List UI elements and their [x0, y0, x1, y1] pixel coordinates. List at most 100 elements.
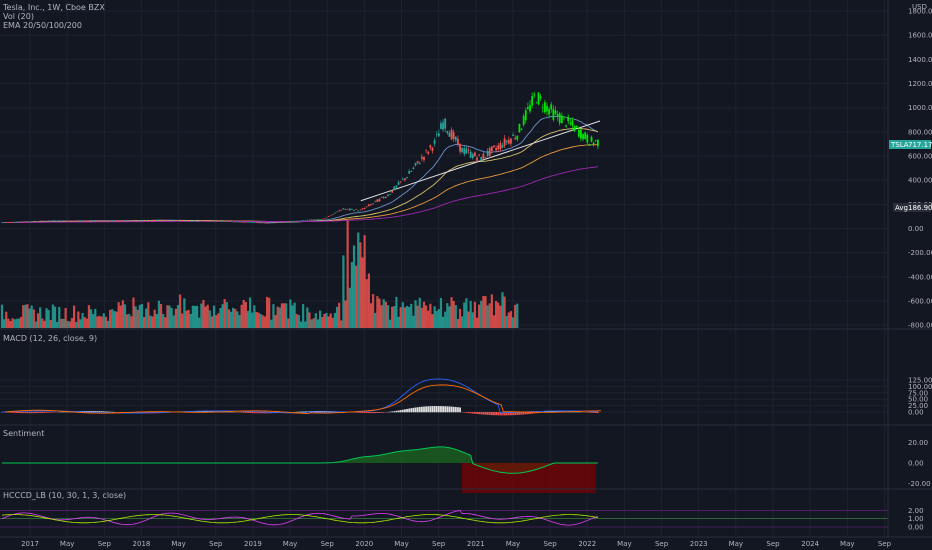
volume-bar — [179, 294, 182, 328]
candle-body — [370, 204, 372, 206]
candle-body — [416, 161, 419, 163]
candle-body — [495, 148, 497, 151]
sentiment-axis: 20.00 0.00 -20.00 — [908, 439, 931, 488]
candle-body — [476, 157, 478, 162]
volume-bar — [363, 235, 366, 328]
macd-histogram-bar — [414, 407, 417, 413]
volume-bar — [75, 321, 78, 328]
candle-body — [427, 151, 430, 154]
candle-body — [461, 147, 464, 153]
candle-body — [418, 163, 421, 165]
volume-bar — [327, 316, 330, 328]
macd-histogram-bar — [367, 412, 370, 414]
macd-legend[interactable]: MACD (12, 26, close, 9) — [3, 334, 98, 343]
candle-body — [151, 219, 154, 221]
time-tick-label: May — [840, 540, 854, 548]
volume-bar — [323, 313, 326, 328]
macd-histogram-bar — [30, 412, 33, 414]
macd-histogram-bar — [516, 412, 519, 415]
volume-bar — [227, 309, 231, 328]
macd-histogram-bar — [257, 412, 260, 414]
volume-bar — [85, 318, 88, 328]
macd-histogram-bar — [410, 408, 413, 413]
volume-bar — [92, 313, 95, 328]
macd-histogram-bar — [39, 412, 42, 414]
volume-bar — [310, 319, 313, 328]
volume-bar — [378, 298, 381, 328]
candle-body — [486, 150, 489, 156]
hcccd-legend[interactable]: HCCCD_LB (10, 30, 1, 3, close) — [3, 491, 127, 500]
candle-body — [194, 220, 196, 222]
candle-body — [359, 209, 362, 211]
candle-body — [181, 220, 184, 221]
macd-histogram-bar — [465, 412, 468, 413]
candle-body — [361, 208, 364, 210]
macd-histogram-bar — [399, 410, 402, 413]
volume-bar — [229, 311, 233, 328]
macd-histogram-bar — [49, 412, 52, 413]
candle-body — [66, 220, 69, 222]
volume-bar — [225, 302, 228, 328]
macd-histogram-bar — [372, 412, 375, 414]
candle-body — [463, 148, 466, 155]
candle-body — [442, 122, 444, 130]
candle-body — [312, 219, 315, 221]
volume-bar — [367, 273, 370, 328]
volume-bar — [36, 313, 40, 328]
volume-bar — [111, 309, 114, 328]
macd-histogram-bar — [478, 412, 481, 415]
volume-bar — [26, 304, 29, 328]
volume-bar — [427, 310, 430, 328]
macd-histogram-bar — [202, 410, 205, 413]
volume-bar — [119, 305, 122, 328]
candle-body — [340, 209, 343, 211]
sentiment-legend[interactable]: Sentiment — [3, 429, 45, 438]
ema-legend[interactable]: EMA 20/50/100/200 — [3, 21, 82, 30]
vol-legend[interactable]: Vol (20) — [3, 12, 34, 21]
volume-bar — [204, 306, 207, 328]
macd-pane — [1, 378, 601, 416]
macd-histogram-bar — [507, 412, 510, 416]
volume-bar — [236, 311, 239, 328]
volume-bar — [488, 303, 491, 328]
candle-body — [507, 139, 510, 144]
macd-histogram-bar — [448, 406, 451, 413]
volume-bars — [0, 220, 519, 328]
sentiment-tick-label: -20.00 — [908, 480, 931, 488]
candle-body — [75, 220, 78, 222]
candle-body — [310, 219, 313, 221]
volume-bar — [132, 297, 135, 328]
candle-body — [527, 107, 529, 109]
macd-histogram-bar — [32, 412, 35, 414]
candle-body — [198, 220, 201, 222]
trend-line[interactable] — [360, 120, 601, 202]
candle-body — [331, 214, 334, 215]
volume-bar — [452, 300, 455, 328]
macd-histogram-bar — [37, 412, 39, 414]
volume-bar — [346, 220, 349, 328]
macd-histogram-bar — [518, 412, 521, 415]
macd-tick-label: 125.00 — [908, 377, 932, 385]
candle-body — [501, 145, 504, 148]
volume-bar — [176, 304, 180, 328]
candle-body — [162, 220, 165, 221]
macd-histogram-bar — [100, 411, 103, 413]
macd-histogram-bar — [109, 411, 112, 413]
volume-bar — [287, 318, 290, 328]
macd-histogram-bar — [463, 412, 466, 413]
volume-bar — [435, 310, 438, 328]
macd-histogram-bar — [440, 406, 442, 413]
macd-histogram-bar — [244, 412, 247, 413]
candle-body — [236, 221, 239, 223]
volume-bar — [265, 296, 269, 328]
volume-bar — [454, 305, 457, 328]
candle-body — [102, 220, 105, 222]
macd-histogram-bar — [304, 411, 307, 413]
candle-body — [164, 220, 167, 221]
time-tick-label: Sep — [321, 540, 335, 548]
macd-histogram-bar — [416, 407, 419, 413]
macd-histogram-bar — [497, 412, 500, 416]
macd-histogram-bar — [531, 412, 534, 414]
chart-title[interactable]: Tesla, Inc., 1W, Cboe BZX — [3, 3, 105, 12]
